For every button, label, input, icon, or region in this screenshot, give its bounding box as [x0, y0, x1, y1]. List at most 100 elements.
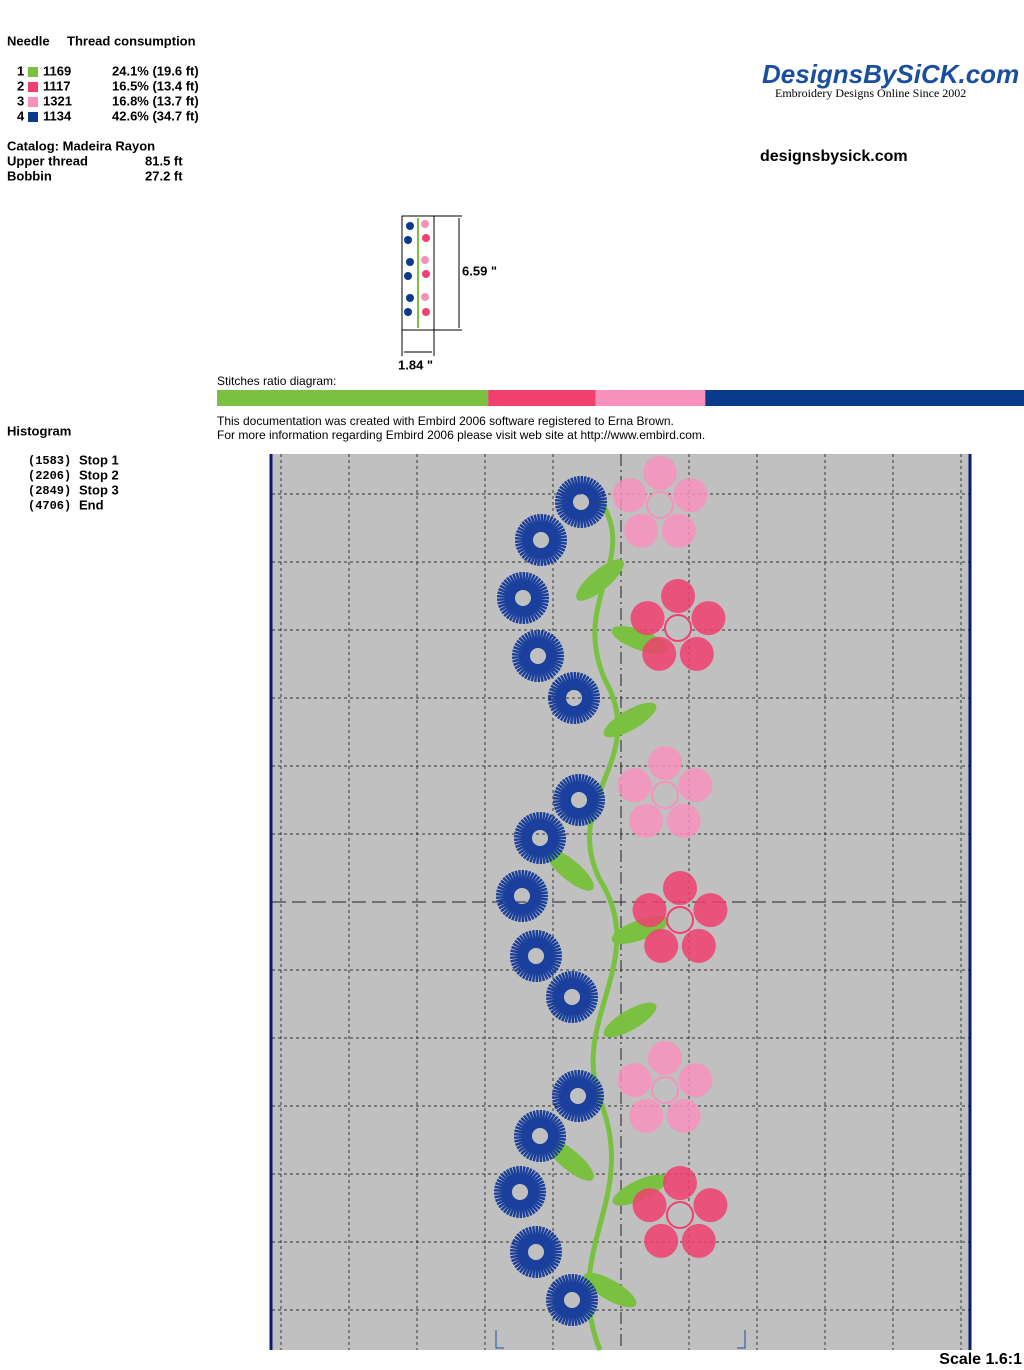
consumption: 24.1% (19.6 ft)	[112, 63, 199, 78]
petal	[691, 601, 726, 636]
note: This documentation was created with Embi…	[217, 414, 674, 428]
petal	[632, 1188, 667, 1223]
dim-width: 1.84 "	[398, 357, 433, 372]
petal	[681, 1223, 716, 1258]
pompom	[545, 1273, 598, 1327]
leaf	[603, 1002, 657, 1038]
needle: 2	[17, 78, 24, 93]
petal	[644, 928, 679, 963]
catalog: Catalog: Madeira Rayon	[7, 138, 155, 153]
pompom	[551, 1069, 604, 1123]
petal	[666, 803, 701, 838]
petal	[673, 478, 708, 513]
pompom	[513, 811, 566, 865]
leaf	[576, 559, 624, 601]
stop-label: Stop 3	[79, 482, 119, 497]
swatch	[28, 67, 38, 77]
leaf	[583, 1272, 637, 1308]
petal	[648, 1041, 682, 1075]
petal	[663, 871, 697, 905]
pompom	[496, 571, 549, 625]
petal	[681, 928, 716, 963]
petal	[679, 636, 714, 671]
bobbin-label: Bobbin	[7, 168, 52, 183]
petal	[666, 1098, 701, 1133]
stop-count: (4706)	[28, 499, 71, 513]
petal	[661, 579, 695, 613]
pompom	[554, 475, 607, 529]
needle-label: Needle	[7, 33, 50, 48]
petal	[617, 768, 652, 803]
ratio-bar	[217, 390, 1024, 406]
ratio-segment	[488, 390, 596, 406]
swatch	[28, 97, 38, 107]
pompom	[511, 629, 564, 683]
petal	[624, 513, 659, 548]
ratio-segment	[595, 390, 706, 406]
logo: DesignsBySiCK.com	[762, 59, 1019, 89]
stop-count: (2849)	[28, 484, 71, 498]
ratio-label: Stitches ratio diagram:	[217, 374, 336, 388]
petal	[643, 456, 677, 490]
flower-center	[646, 491, 674, 519]
thumbnail	[401, 215, 462, 356]
pompom	[545, 970, 598, 1024]
dim-height: 6.59 "	[462, 263, 497, 278]
petal	[661, 513, 696, 548]
stop-label: Stop 1	[79, 452, 119, 467]
scale: Scale 1.6:1	[939, 1351, 1022, 1368]
stop-label: End	[79, 497, 104, 512]
flower-center	[651, 781, 679, 809]
pompom	[509, 1225, 562, 1279]
leaf	[546, 849, 594, 891]
consumption: 16.5% (13.4 ft)	[112, 78, 199, 93]
ratio-segment	[705, 390, 1024, 406]
leaf	[612, 1174, 668, 1206]
consumption: 42.6% (34.7 ft)	[112, 108, 199, 123]
upper-label: Upper thread	[7, 153, 88, 168]
swatch	[28, 82, 38, 92]
pompom	[513, 1109, 566, 1163]
petal	[632, 893, 667, 928]
bobbin-value: 27.2 ft	[145, 168, 183, 183]
stop-count: (1583)	[28, 454, 71, 468]
pompom	[509, 929, 562, 983]
needle: 3	[17, 93, 24, 108]
stop-count: (2206)	[28, 469, 71, 483]
thread-code: 1134	[43, 108, 72, 123]
flower-center	[666, 1201, 694, 1229]
petal	[648, 746, 682, 780]
needle: 4	[17, 108, 25, 123]
leaf	[603, 702, 657, 738]
stop-label: Stop 2	[79, 467, 119, 482]
pompom	[495, 869, 548, 923]
petal	[644, 1223, 679, 1258]
design-area	[269, 454, 972, 1351]
petal	[693, 1188, 728, 1223]
flower-center	[651, 1076, 679, 1104]
pompom	[514, 513, 567, 567]
petal	[693, 893, 728, 928]
pompom	[552, 773, 605, 827]
petal	[663, 1166, 697, 1200]
histogram-label: Histogram	[7, 423, 71, 438]
swatch	[28, 112, 38, 122]
needle: 1	[17, 63, 24, 78]
pompom	[493, 1165, 546, 1219]
thread-code: 1169	[43, 63, 71, 78]
consumption-label: Thread consumption	[67, 33, 196, 48]
thread-code: 1321	[43, 93, 72, 108]
petal	[612, 478, 647, 513]
petal	[629, 1098, 664, 1133]
petal	[642, 636, 677, 671]
ratio-segment	[217, 390, 489, 406]
upper-value: 81.5 ft	[145, 153, 183, 168]
petal	[630, 601, 665, 636]
petal	[629, 803, 664, 838]
logo-tagline: Embroidery Designs Online Since 2002	[775, 86, 966, 100]
pompom	[547, 671, 600, 725]
stem	[585, 498, 621, 1351]
thread-code: 1117	[43, 78, 71, 93]
petal	[678, 768, 713, 803]
